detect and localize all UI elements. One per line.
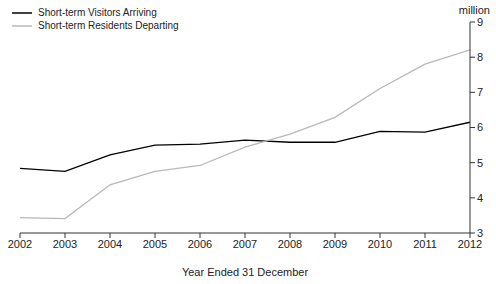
svg-text:6: 6 [477,121,483,133]
svg-text:2003: 2003 [53,238,77,250]
svg-text:7: 7 [477,86,483,98]
svg-text:2004: 2004 [98,238,122,250]
svg-text:2010: 2010 [368,238,392,250]
svg-text:2005: 2005 [143,238,167,250]
svg-text:9: 9 [477,16,483,28]
svg-text:8: 8 [477,51,483,63]
svg-text:2006: 2006 [188,238,212,250]
svg-text:2002: 2002 [8,238,32,250]
svg-text:3: 3 [477,227,483,239]
svg-text:2011: 2011 [413,238,437,250]
svg-text:Year Ended 31 December: Year Ended 31 December [182,266,309,278]
svg-text:4: 4 [477,192,483,204]
svg-text:2012: 2012 [458,238,482,250]
html-text:Short-term Visitors Arriving: Short-term Visitors Arriving [38,7,157,18]
svg-text:5: 5 [477,157,483,169]
html-text:Short-term Residents Departing: Short-term Residents Departing [38,20,179,31]
html-text:million: million [458,4,490,16]
svg-text:2007: 2007 [233,238,257,250]
svg-text:2009: 2009 [323,238,347,250]
svg-text:2008: 2008 [278,238,302,250]
